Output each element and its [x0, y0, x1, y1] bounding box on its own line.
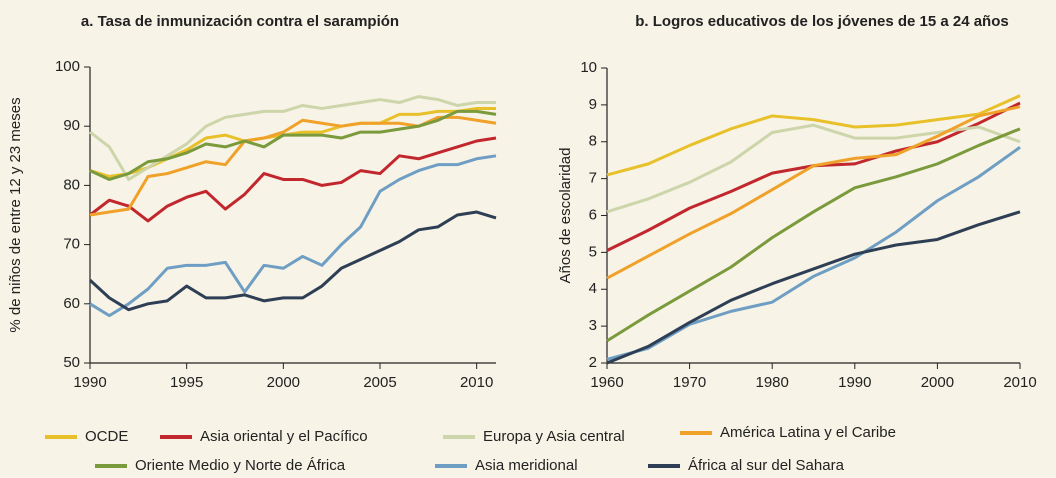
x-tick-label: 1960	[590, 374, 623, 391]
series-line	[606, 210, 1021, 365]
y-tick-label: 100	[55, 58, 80, 75]
y-tick-label: 9	[589, 96, 597, 113]
legend-label: Asia oriental y el Pacífico	[200, 428, 368, 445]
y-tick-label: 90	[63, 117, 80, 134]
series-line	[606, 146, 1021, 361]
series-line	[88, 210, 497, 312]
series-line	[606, 94, 1021, 177]
series-line	[606, 127, 1021, 343]
x-tick-label: 2005	[363, 374, 396, 391]
y-tick-label: 4	[589, 280, 597, 297]
series-line	[89, 109, 497, 181]
y-tick-label: 7	[589, 170, 597, 187]
chart-title: a. Tasa de inmunización contra el saramp…	[81, 13, 399, 30]
x-tick-label: 2000	[921, 374, 954, 391]
legend-label: Europa y Asia central	[483, 428, 625, 445]
x-tick-label: 1990	[73, 374, 106, 391]
y-axis-label: % de niños de entre 12 y 23 meses	[7, 97, 24, 332]
y-tick-label: 3	[589, 317, 597, 334]
y-tick-label: 10	[580, 59, 597, 76]
y-tick-label: 70	[63, 236, 80, 253]
x-tick-label: 1990	[838, 374, 871, 391]
series-line	[89, 154, 497, 318]
legend-label: América Latina y el Caribe	[720, 424, 896, 441]
y-tick-label: 2	[589, 354, 597, 371]
x-tick-label: 1980	[756, 374, 789, 391]
x-tick-label: 2010	[460, 374, 493, 391]
x-tick-label: 1995	[170, 374, 203, 391]
series-line	[606, 105, 1021, 280]
y-tick-label: 8	[589, 133, 597, 150]
legend-label: OCDE	[85, 428, 128, 445]
y-axis-label: Años de escolaridad	[557, 148, 574, 284]
y-tick-label: 5	[589, 243, 597, 260]
y-tick-label: 80	[63, 176, 80, 193]
legend-label: Oriente Medio y Norte de África	[135, 457, 346, 474]
series-line	[89, 136, 497, 223]
legend-label: Asia meridional	[475, 457, 578, 474]
series-line	[606, 123, 1021, 214]
legend-label: África al sur del Sahara	[688, 457, 845, 474]
y-tick-label: 6	[589, 206, 597, 223]
x-tick-label: 2010	[1003, 374, 1036, 391]
y-tick-label: 50	[63, 354, 80, 371]
x-tick-label: 2000	[267, 374, 300, 391]
x-tick-label: 1970	[673, 374, 706, 391]
y-tick-label: 60	[63, 295, 80, 312]
chart-title: b. Logros educativos de los jóvenes de 1…	[635, 13, 1008, 30]
